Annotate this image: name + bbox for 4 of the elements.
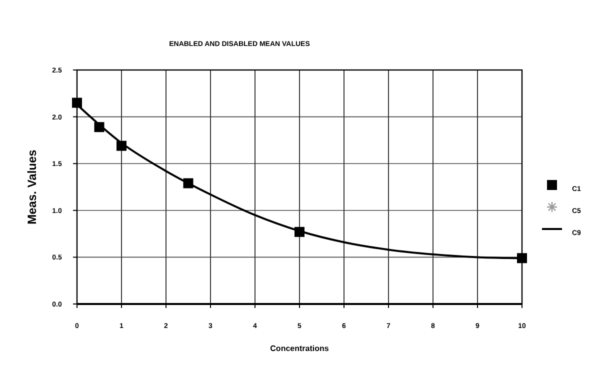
x-axis-title: Concentrations (270, 344, 330, 353)
y-axis-title: Meas. Values (25, 149, 39, 224)
point (72, 98, 82, 108)
point (517, 253, 527, 264)
